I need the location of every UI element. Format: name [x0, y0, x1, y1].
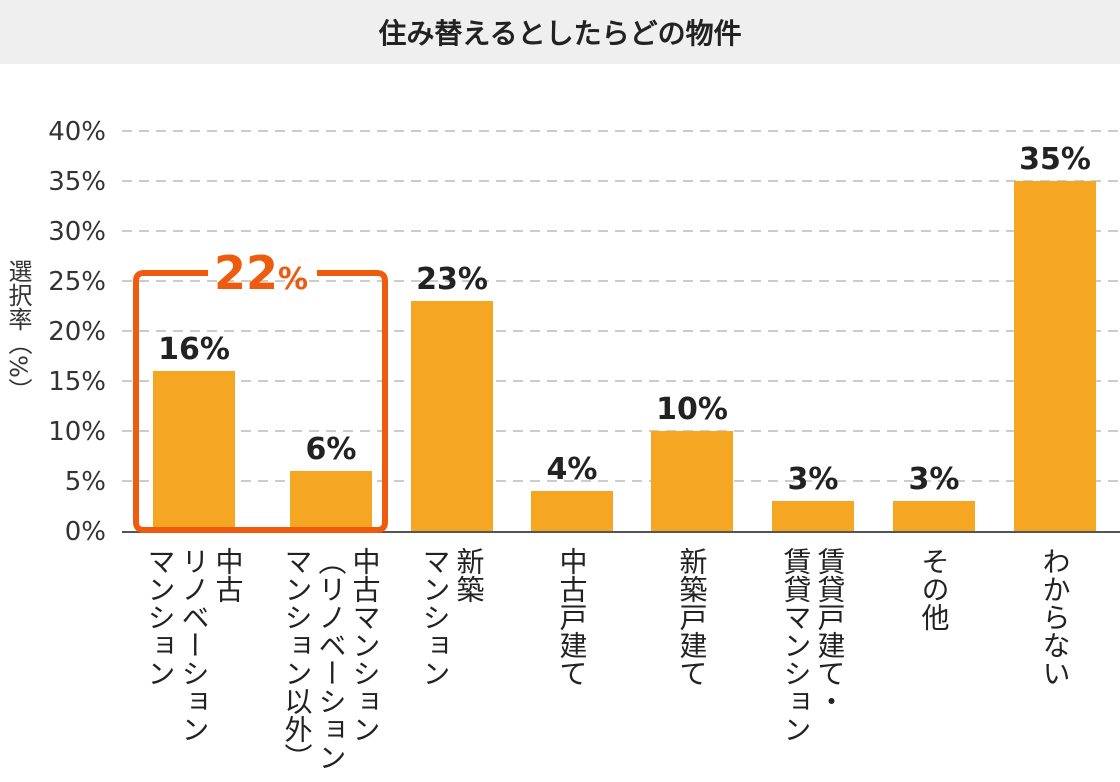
- y-tick-label: 40%: [48, 117, 106, 147]
- category-label: 中古: [212, 547, 245, 603]
- bar: [290, 471, 372, 531]
- bar: [772, 501, 854, 531]
- chart-title-bar: 住み替えるとしたらどの物件: [0, 0, 1120, 64]
- data-label: 35%: [1019, 142, 1091, 177]
- bar: [531, 491, 613, 531]
- bar: [1014, 181, 1096, 531]
- data-label: 3%: [909, 462, 960, 497]
- category-label: マンション以外）: [281, 547, 314, 771]
- y-tick-label: 5%: [65, 467, 106, 497]
- category-label: 新築: [453, 547, 486, 603]
- category-label: 中古戸建て: [556, 547, 589, 687]
- data-label: 3%: [788, 462, 839, 497]
- data-label: 23%: [416, 262, 488, 297]
- bar: [411, 301, 493, 531]
- bar: [153, 371, 235, 531]
- y-tick-label: 15%: [48, 367, 106, 397]
- category-label: その他: [918, 547, 951, 631]
- y-tick-label: 0%: [65, 517, 106, 547]
- bar: [893, 501, 975, 531]
- category-label: （リノベーション: [315, 547, 348, 771]
- data-label: 6%: [306, 432, 357, 467]
- group-total-unit: %: [278, 262, 308, 297]
- category-label: わからない: [1039, 547, 1072, 687]
- y-tick-label: 10%: [48, 417, 106, 447]
- category-label: マンション: [419, 547, 452, 687]
- group-total-label: 22%: [214, 246, 308, 300]
- highlight-bracket: [133, 270, 388, 533]
- category-label: 賃貸戸建て・: [814, 547, 847, 715]
- data-label: 4%: [547, 452, 598, 487]
- group-total-number: 22: [214, 246, 278, 300]
- category-label: 新築戸建て: [676, 547, 709, 687]
- category-label: マンション: [144, 547, 177, 687]
- bar-chart: 0% 5% 10% 15% 20% 25% 30% 35% 40% 選択率（%） 16% 6% 23% 4…: [4, 117, 1120, 771]
- category-label: 賃貸マンション: [780, 547, 813, 743]
- y-tick-label: 25%: [48, 267, 106, 297]
- data-label: 10%: [656, 392, 728, 427]
- data-label: 16%: [158, 332, 230, 367]
- category-label: リノベーション: [178, 547, 211, 743]
- y-tick-label: 20%: [48, 317, 106, 347]
- chart-title: 住み替えるとしたらどの物件: [378, 17, 742, 50]
- y-tick-label: 35%: [48, 167, 106, 197]
- category-label: 中古マンション: [349, 547, 382, 743]
- y-axis-label: 選択率（%）: [4, 259, 32, 402]
- y-tick-label: 30%: [48, 217, 106, 247]
- bar: [651, 431, 733, 531]
